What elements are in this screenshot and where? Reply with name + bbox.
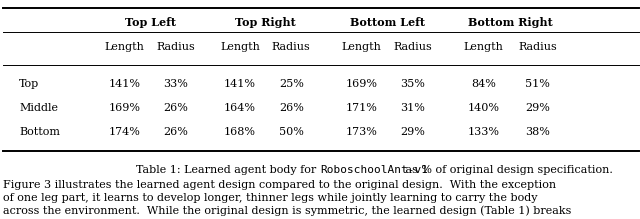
Text: 141%: 141% [109, 79, 141, 89]
Text: Length: Length [463, 42, 503, 52]
Text: 33%: 33% [164, 79, 188, 89]
Text: 164%: 164% [224, 103, 256, 113]
Text: Radius: Radius [518, 42, 557, 52]
Text: Middle: Middle [19, 103, 58, 113]
Text: Length: Length [342, 42, 381, 52]
Text: 173%: 173% [346, 127, 378, 138]
Text: 35%: 35% [401, 79, 425, 89]
Text: 29%: 29% [401, 127, 425, 138]
Text: 50%: 50% [279, 127, 303, 138]
Text: Radius: Radius [157, 42, 195, 52]
Text: 140%: 140% [467, 103, 499, 113]
Text: 25%: 25% [279, 79, 303, 89]
Text: 141%: 141% [224, 79, 256, 89]
Text: Bottom Right: Bottom Right [468, 18, 553, 28]
Text: Top Left: Top Left [125, 18, 176, 28]
Text: 168%: 168% [224, 127, 256, 138]
Text: 169%: 169% [346, 79, 378, 89]
Text: Top Right: Top Right [236, 18, 296, 28]
Text: Radius: Radius [394, 42, 432, 52]
Text: 31%: 31% [401, 103, 425, 113]
Text: across the environment.  While the original design is symmetric, the learned des: across the environment. While the origin… [3, 205, 572, 216]
Text: Length: Length [220, 42, 260, 52]
Text: 38%: 38% [525, 127, 550, 138]
Text: Length: Length [105, 42, 145, 52]
Text: Radius: Radius [272, 42, 310, 52]
Text: 84%: 84% [471, 79, 495, 89]
Text: 171%: 171% [346, 103, 378, 113]
Text: Figure 3 illustrates the learned agent design compared to the original design.  : Figure 3 illustrates the learned agent d… [3, 180, 556, 190]
Text: of one leg part, it learns to develop longer, thinner legs while jointly learnin: of one leg part, it learns to develop lo… [3, 193, 538, 203]
Text: Table 1: Learned agent body for: Table 1: Learned agent body for [136, 165, 320, 175]
Text: 133%: 133% [467, 127, 499, 138]
Text: 169%: 169% [109, 103, 141, 113]
Text: Bottom Left: Bottom Left [349, 18, 425, 28]
Text: 174%: 174% [109, 127, 141, 138]
Text: 26%: 26% [164, 103, 188, 113]
Text: 51%: 51% [525, 79, 550, 89]
Text: as % of original design specification.: as % of original design specification. [402, 165, 612, 175]
Text: Top: Top [19, 79, 40, 89]
Text: 26%: 26% [279, 103, 303, 113]
Text: Bottom: Bottom [19, 127, 60, 138]
Text: RoboschoolAnt-v1: RoboschoolAnt-v1 [320, 165, 428, 175]
Text: 29%: 29% [525, 103, 550, 113]
Text: 26%: 26% [164, 127, 188, 138]
